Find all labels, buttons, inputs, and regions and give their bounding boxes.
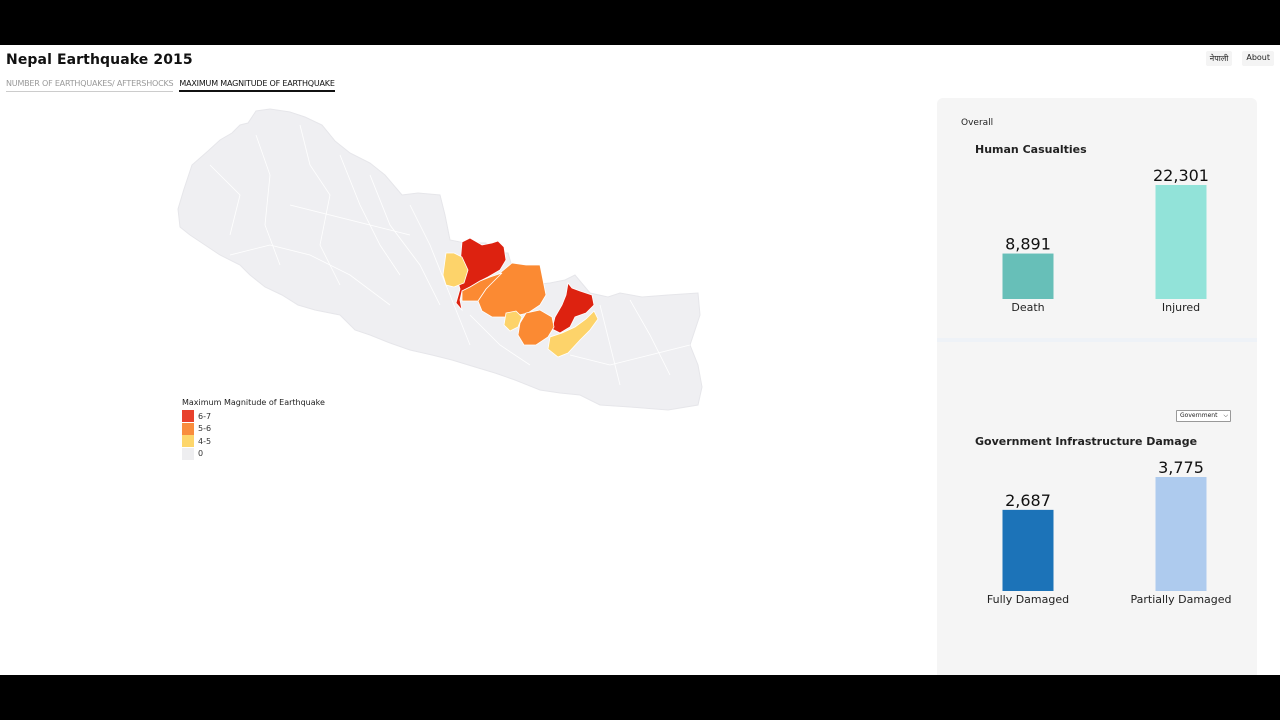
infrastructure-chart-svg: 2,687 Fully Damaged 3,775 Partially Damaged [987, 460, 1232, 606]
about-link[interactable]: About [1242, 51, 1274, 66]
district-border-line [209, 164, 241, 236]
legend-swatch [182, 410, 194, 423]
bar-value-label: 2,687 [1005, 491, 1051, 510]
legend-item: 5-6 [182, 422, 325, 436]
language-link[interactable]: नेपाली [1205, 51, 1233, 66]
district-border-line [569, 344, 691, 366]
page-title: Nepal Earthquake 2015 [6, 52, 193, 68]
top-links: नेपाली About [1205, 51, 1274, 66]
legend-item: 6-7 [182, 410, 325, 423]
district-border-line [409, 204, 471, 346]
map-base-shape [177, 108, 703, 411]
tab-maximum-magnitude[interactable]: MAXIMUM MAGNITUDE OF EARTHQUAKE [179, 78, 335, 92]
app-window: Nepal Earthquake 2015 नेपाली About NUMBE… [0, 45, 1280, 675]
bar-category-label: Injured [1162, 301, 1200, 314]
district-borders [209, 124, 691, 386]
select-value: Government [1180, 412, 1218, 419]
nepal-map-svg[interactable] [170, 105, 710, 415]
district-border-line [229, 244, 391, 306]
legend-swatch [182, 422, 194, 435]
legend-swatch [182, 447, 194, 460]
bar-value-label: 8,891 [1005, 235, 1051, 254]
district-kavre[interactable] [547, 310, 599, 358]
district-border-line [629, 299, 671, 376]
district-border-line [469, 314, 531, 366]
casualties-chart: 8,891 Death 22,301 Injured [937, 168, 1257, 338]
bar-death[interactable] [1002, 253, 1054, 299]
nepal-map[interactable] [170, 105, 710, 415]
district-nuwakot[interactable] [517, 309, 555, 346]
district-kathmandu-valley[interactable] [503, 310, 523, 332]
legend-label: 6-7 [198, 411, 212, 421]
legend-swatch [182, 435, 194, 448]
summary-panel: Overall Human Casualties 8,891 Death 22,30… [937, 98, 1257, 675]
nepal-outline[interactable] [177, 108, 703, 411]
bar-partially-damaged[interactable] [1155, 477, 1207, 591]
district-sindhupalchowk[interactable] [551, 282, 595, 334]
overall-label: Overall [961, 118, 994, 128]
infrastructure-type-select[interactable]: Government ⌵ [1176, 410, 1231, 422]
legend-title: Maximum Magnitude of Earthquake [182, 398, 325, 407]
affected-districts [442, 237, 599, 358]
bar-fully-damaged[interactable] [1002, 509, 1054, 591]
district-border-line [599, 304, 621, 386]
district-dhading[interactable] [477, 262, 547, 318]
view-tabs: NUMBER OF EARTHQUAKES/ AFTERSHOCKS MAXIM… [6, 78, 335, 92]
casualties-chart-svg: 8,891 Death 22,301 Injured [1002, 168, 1209, 314]
district-tanahun[interactable] [461, 272, 503, 302]
legend-label: 5-6 [198, 424, 212, 434]
tab-earthquakes-aftershocks[interactable]: NUMBER OF EARTHQUAKES/ AFTERSHOCKS [6, 78, 174, 92]
bar-category-label: Death [1011, 301, 1044, 314]
casualties-title: Human Casualties [975, 143, 1087, 156]
legend-label: 4-5 [198, 436, 212, 446]
infrastructure-title: Government Infrastructure Damage [975, 435, 1198, 448]
letterbox-bottom [0, 675, 1280, 720]
chevron-down-icon: ⌵ [1223, 412, 1228, 419]
bar-injured[interactable] [1155, 185, 1207, 299]
legend-item: 4-5 [182, 435, 325, 448]
district-border-line [255, 134, 281, 266]
infrastructure-chart: 2,687 Fully Damaged 3,775 Partially Damaged [937, 460, 1257, 630]
panel-divider [937, 338, 1257, 342]
district-border-line [369, 174, 441, 306]
map-legend: Maximum Magnitude of Earthquake 6-7 5-6 … [182, 398, 325, 460]
district-border-line [289, 204, 411, 236]
bar-value-label: 3,775 [1158, 460, 1204, 477]
bar-category-label: Fully Damaged [987, 593, 1069, 606]
district-border-line [299, 124, 341, 286]
bar-value-label: 22,301 [1153, 168, 1209, 185]
bar-category-label: Partially Damaged [1130, 593, 1231, 606]
letterbox-top [0, 0, 1280, 45]
legend-item: 0 [182, 447, 325, 461]
legend-label: 0 [198, 449, 204, 459]
district-lamjung[interactable] [442, 252, 469, 288]
